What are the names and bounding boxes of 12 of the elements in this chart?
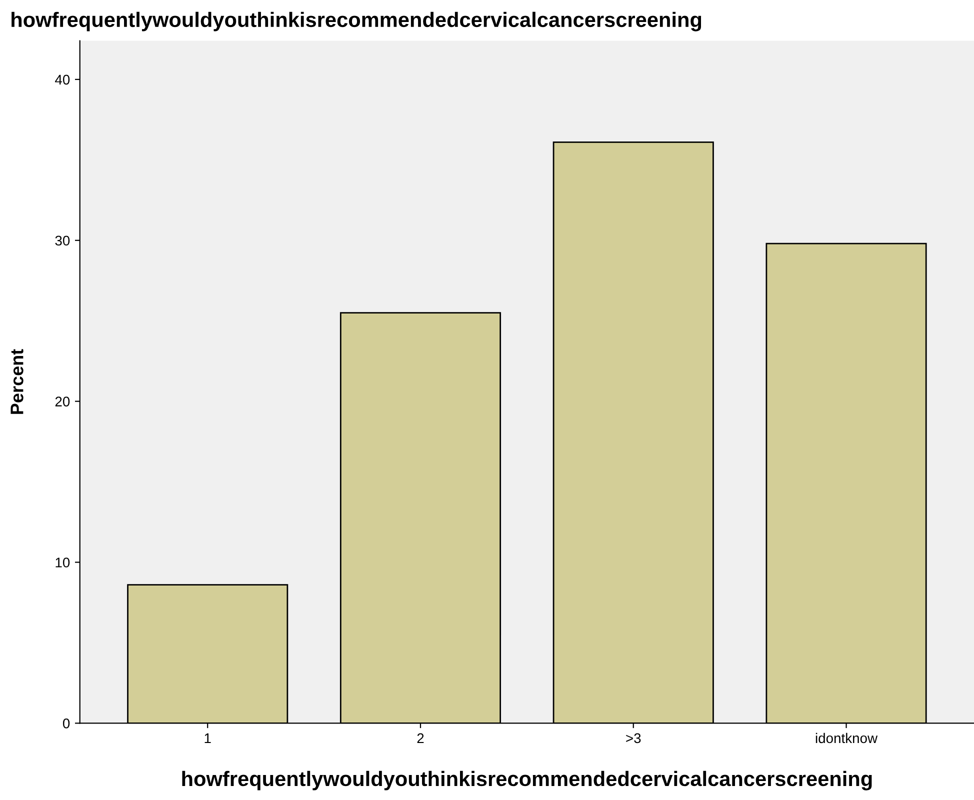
y-tick-label: 10	[56, 558, 70, 568]
x-tick-label: 1	[204, 733, 211, 743]
y-tick-label: 40	[55, 74, 70, 85]
x-tick-label: 2	[417, 733, 424, 743]
y-tick-label: 0	[62, 718, 70, 728]
y-tick-label: 20	[55, 396, 70, 406]
x-tick-label: >3	[626, 733, 641, 744]
y-axis-title: Percent	[10, 349, 24, 414]
y-tick-label: 30	[55, 236, 70, 246]
x-axis-title: howfrequentlywouldyouthinkisrecommendedcervicalcancerscreening	[182, 770, 872, 790]
chart-title: howfrequentlywouldyouthinkisrecommendedcervicalcancerscreening	[12, 12, 702, 32]
x-tick-label: idontknow	[816, 732, 878, 744]
